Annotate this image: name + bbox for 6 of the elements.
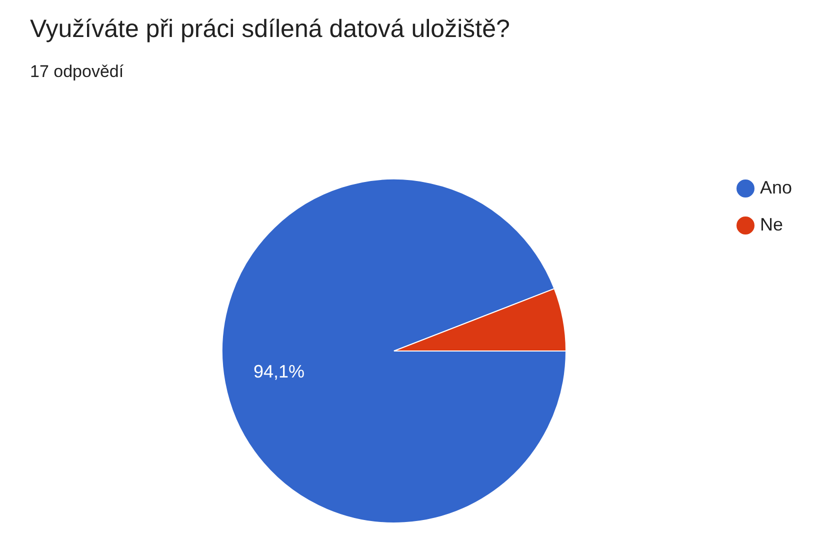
chart-title: Využíváte při práci sdílená datová uložiště? [30,15,510,43]
pie-slice [222,178,566,524]
legend-label: Ne [760,214,784,234]
data-label: 94,1% [254,362,305,382]
legend-label: Ano [760,178,792,198]
text: 17 odpovědí [30,62,124,81]
